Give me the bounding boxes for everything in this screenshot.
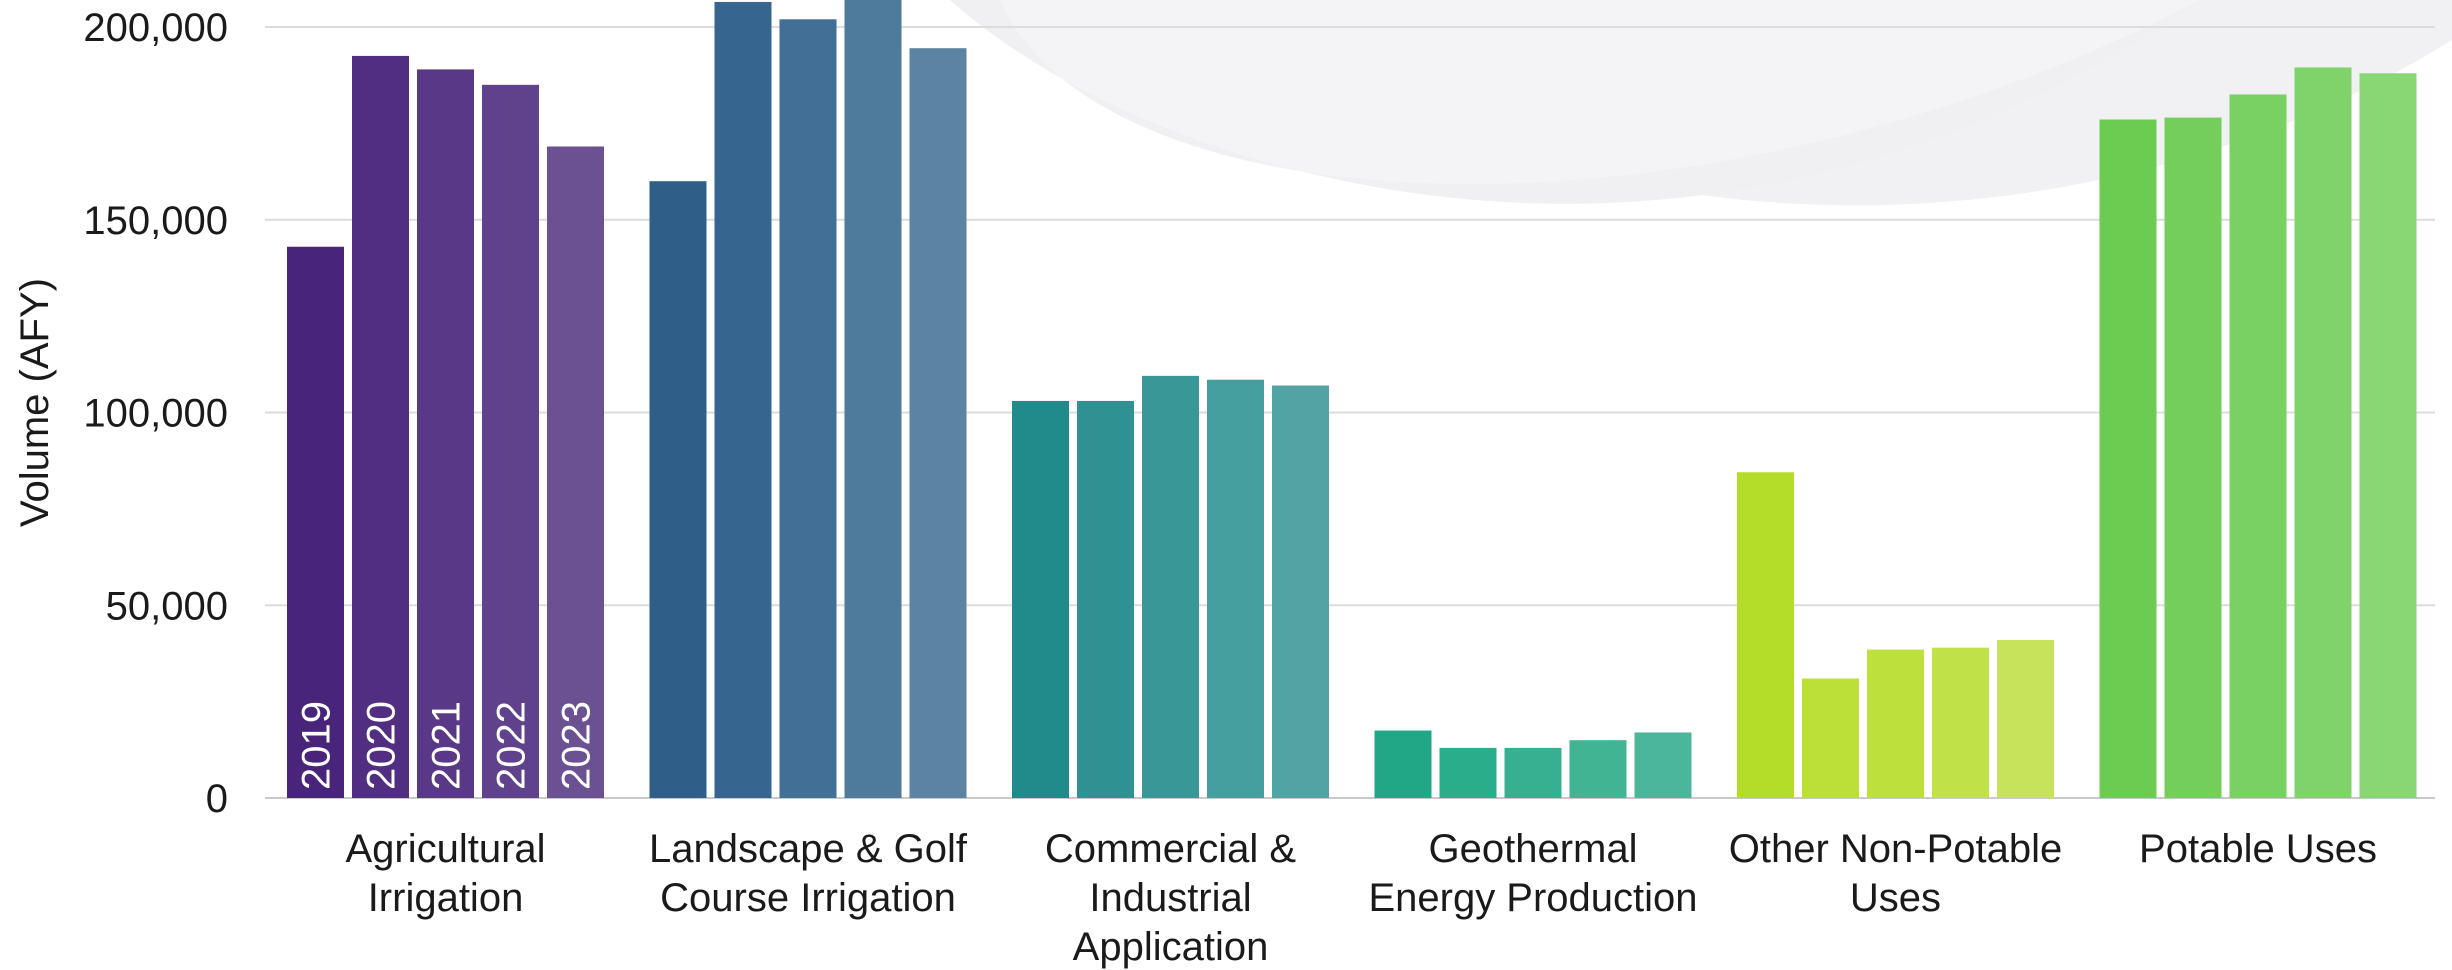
bar xyxy=(1077,400,1134,798)
category-label: Energy Production xyxy=(1368,876,1697,920)
bar xyxy=(1802,678,1859,798)
bar xyxy=(1439,747,1497,798)
bar xyxy=(649,181,707,798)
bar xyxy=(1737,472,1794,798)
y-tick-label: 200,000 xyxy=(83,6,228,50)
category-label: Geothermal xyxy=(1429,827,1638,871)
bar xyxy=(1504,747,1562,798)
category-label: Course Irrigation xyxy=(660,876,956,920)
bar xyxy=(482,84,539,798)
bar xyxy=(1012,400,1069,798)
bar xyxy=(2229,94,2287,798)
bar xyxy=(2099,119,2157,798)
series-label: 2022 xyxy=(490,701,534,790)
series-label: 2019 xyxy=(295,701,339,790)
bar xyxy=(1569,740,1627,798)
bar xyxy=(2359,73,2417,798)
bar xyxy=(1932,647,1989,798)
category-label: Application xyxy=(1073,925,1269,969)
bar xyxy=(352,55,409,799)
bar xyxy=(1272,385,1329,798)
background-decoration xyxy=(950,0,2452,206)
category-label: Irrigation xyxy=(368,876,524,920)
bar xyxy=(844,0,902,799)
series-label: 2021 xyxy=(425,701,469,790)
bar xyxy=(909,48,967,798)
category-label: Industrial xyxy=(1089,876,1251,920)
bar xyxy=(1867,649,1924,798)
bar xyxy=(714,1,772,798)
category-label: Uses xyxy=(1850,876,1941,920)
bar xyxy=(779,19,837,799)
bar xyxy=(287,246,344,799)
y-axis-ticks: 0 50,000 100,000 150,000 200,000 xyxy=(83,6,228,821)
y-tick-label: 50,000 xyxy=(106,584,228,628)
bar xyxy=(417,69,474,798)
series-label: 2023 xyxy=(555,701,599,790)
y-tick-label: 150,000 xyxy=(83,199,228,243)
bar xyxy=(1634,732,1692,798)
category-label: Agricultural xyxy=(345,827,545,871)
bar xyxy=(1142,375,1199,798)
y-tick-label: 100,000 xyxy=(83,392,228,436)
bar xyxy=(1374,730,1432,798)
series-label: 2020 xyxy=(360,701,404,790)
gridlines xyxy=(265,26,2435,799)
category-label: Landscape & Golf xyxy=(649,827,968,871)
y-tick-label: 0 xyxy=(206,777,228,821)
category-label: Commercial & xyxy=(1045,827,1296,871)
x-axis-categories: Agricultural Irrigation Landscape & Golf Co… xyxy=(345,827,2377,969)
bar xyxy=(2294,67,2352,799)
bar xyxy=(547,146,604,798)
y-axis-title: Volume (AFY) xyxy=(13,278,57,527)
bar xyxy=(2164,117,2222,798)
bar xyxy=(1207,379,1264,798)
bar xyxy=(1997,639,2054,798)
category-label: Other Non-Potable xyxy=(1729,827,2063,871)
category-label: Potable Uses xyxy=(2139,827,2377,871)
bars: 2019 2020 2021 2022 2023 xyxy=(287,0,2417,799)
